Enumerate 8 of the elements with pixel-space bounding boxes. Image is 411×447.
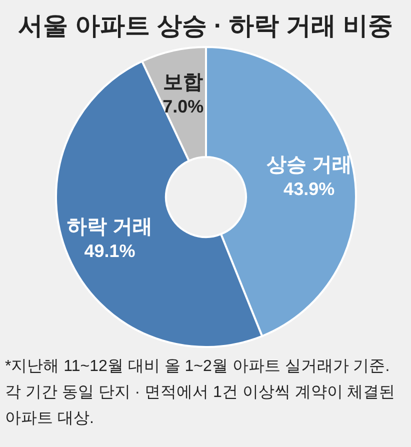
data-label: 43.9% xyxy=(284,179,335,199)
text: *지난해 11~12월 대비 올 1~2월 아파트 실거래가 기준. 각 기간 동일 단지 · 면적에서 1건 이상씩 계약이 체결된 아파트 대상. xyxy=(5,358,396,427)
slice-label: 상승 거래 xyxy=(266,154,352,176)
chart-title: 서울 아파트 상승 · 하락 거래 비중 xyxy=(18,12,393,40)
slice-label: 하락 거래 xyxy=(66,216,153,238)
data-label: 7.0% xyxy=(162,96,204,117)
data-label: 49.1% xyxy=(84,241,136,262)
slice-label: 보합 xyxy=(163,72,204,94)
